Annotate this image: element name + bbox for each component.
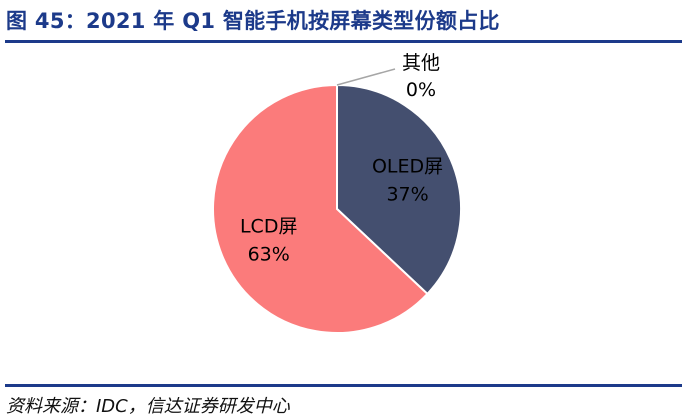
leader-line-other — [336, 68, 396, 86]
figure-title: 图 45：2021 年 Q1 智能手机按屏幕类型份额占比 — [6, 9, 500, 33]
pie-slice-lcd — [212, 83, 429, 334]
source-note: 资料来源：IDC，信达证券研发中心 — [6, 396, 290, 417]
slice-label-other-value: 0% — [406, 79, 436, 101]
pie-slices — [212, 83, 462, 334]
pie-chart: OLED屏 37% LCD屏 63% 其他 0% — [212, 52, 462, 334]
pie-slice-oled — [336, 83, 462, 296]
slice-label-lcd-value: 63% — [248, 244, 290, 266]
slice-label-other-name: 其他 — [402, 52, 440, 74]
slice-label-oled-value: 37% — [386, 183, 428, 205]
title-underline — [5, 40, 682, 43]
slice-label-oled-name: OLED屏 — [372, 155, 443, 177]
slice-label-lcd-name: LCD屏 — [240, 216, 297, 238]
footer-rule — [5, 384, 682, 387]
